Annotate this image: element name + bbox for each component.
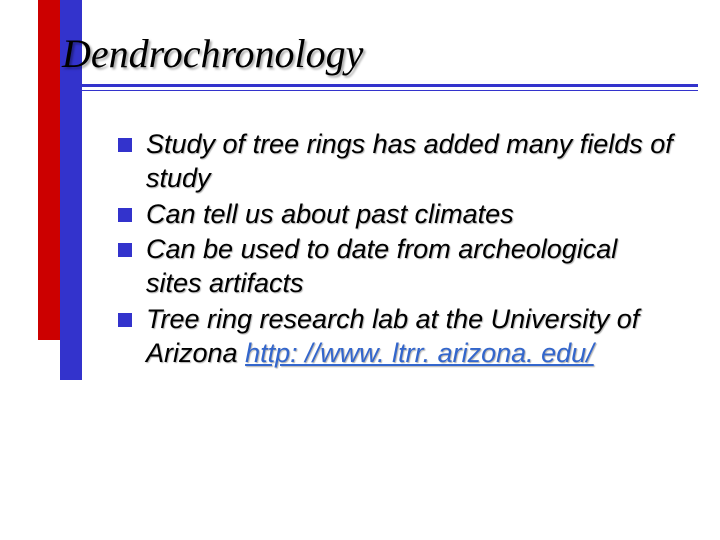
bullet-text: Can be used to date from archeological s… (146, 233, 678, 301)
bullet-icon (118, 313, 132, 327)
title-area: Dendrochronology (62, 32, 702, 91)
title-underline-thick (62, 84, 698, 87)
bullet-text: Tree ring research lab at the University… (146, 303, 678, 371)
bullet-text: Study of tree rings has added many field… (146, 128, 678, 196)
list-item: Study of tree rings has added many field… (118, 128, 678, 196)
bullet-text: Can tell us about past climates (146, 198, 514, 232)
slide-title: Dendrochronology (62, 32, 702, 82)
external-link[interactable]: http: //www. ltrr. arizona. edu/ (245, 338, 594, 368)
list-item: Can tell us about past climates (118, 198, 678, 232)
list-item: Can be used to date from archeological s… (118, 233, 678, 301)
list-item: Tree ring research lab at the University… (118, 303, 678, 371)
bullet-icon (118, 243, 132, 257)
bullet-list: Study of tree rings has added many field… (118, 128, 678, 372)
title-underline-thin (62, 90, 698, 91)
bullet-icon (118, 138, 132, 152)
bullet-icon (118, 208, 132, 222)
accent-bar-red (38, 0, 60, 340)
